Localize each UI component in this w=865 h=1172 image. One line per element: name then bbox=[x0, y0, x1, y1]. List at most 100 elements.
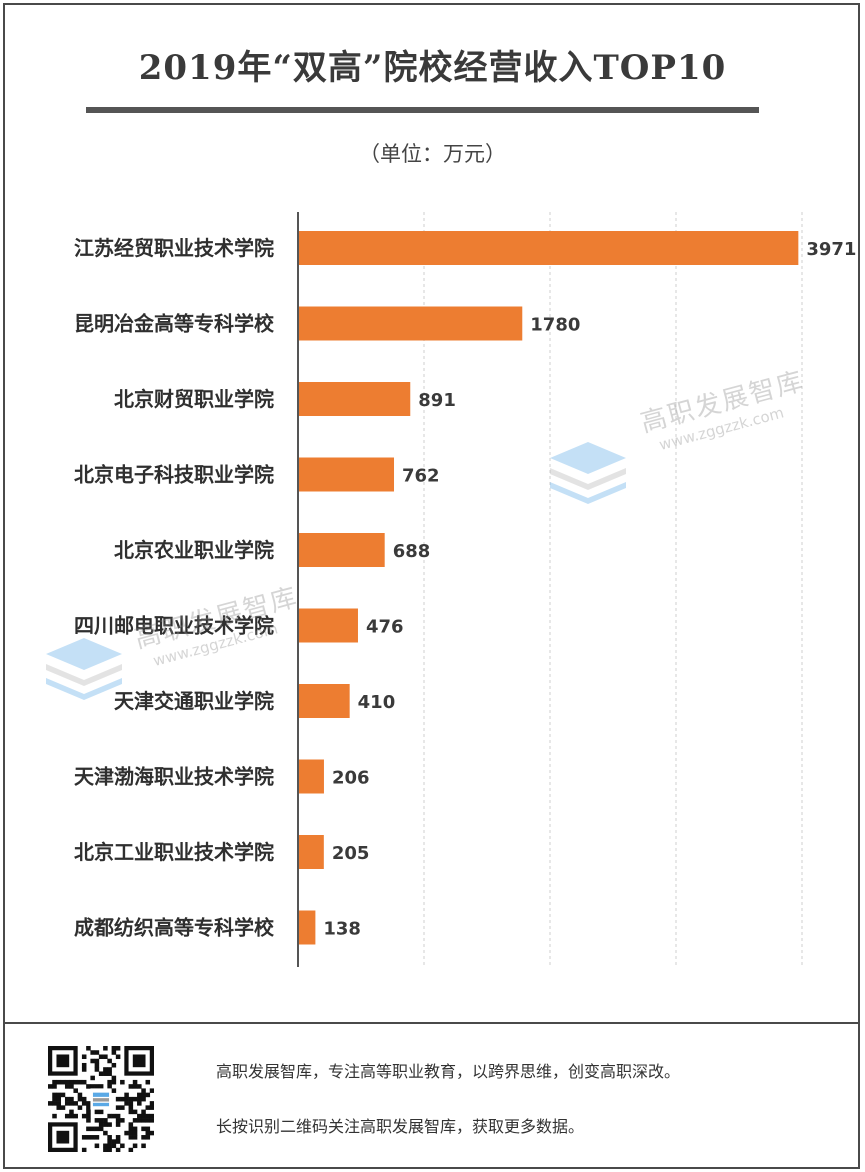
qr-module bbox=[141, 1088, 146, 1093]
qr-module bbox=[52, 1079, 57, 1085]
bar bbox=[298, 457, 395, 492]
qr-module bbox=[103, 1046, 108, 1051]
qr-module bbox=[94, 1118, 100, 1123]
footer-qr-hint: 长按识别二维码关注高职发展智库，获取更多数据。 bbox=[216, 1117, 585, 1136]
qr-module bbox=[56, 1096, 62, 1102]
qr-module bbox=[90, 1135, 95, 1140]
qr-module bbox=[98, 1071, 104, 1076]
qr-module bbox=[103, 1147, 108, 1153]
qr-module bbox=[77, 1096, 83, 1102]
qr-module bbox=[98, 1126, 104, 1132]
footer-slogan: 高职发展智库，专注高等职业教育，以跨界思维，创变高职深改。 bbox=[216, 1062, 681, 1081]
qr-module bbox=[115, 1113, 121, 1119]
qr-module bbox=[128, 1084, 134, 1089]
qr-module bbox=[128, 1109, 134, 1115]
unit-label: （单位：万元） bbox=[359, 142, 506, 166]
qr-module bbox=[107, 1113, 112, 1119]
qr-module bbox=[120, 1096, 125, 1102]
qr-module bbox=[94, 1143, 100, 1149]
qr-module bbox=[94, 1084, 100, 1089]
qr-module bbox=[52, 1092, 57, 1098]
qr-code-icon bbox=[48, 1046, 155, 1153]
qr-module bbox=[145, 1092, 151, 1098]
qr-module bbox=[94, 1062, 100, 1068]
qr-module bbox=[124, 1092, 129, 1098]
qr-module bbox=[60, 1105, 66, 1110]
qr-module bbox=[94, 1135, 100, 1140]
qr-module bbox=[56, 1105, 62, 1110]
title-underline bbox=[86, 107, 759, 113]
qr-module bbox=[86, 1126, 91, 1132]
qr-module bbox=[81, 1135, 87, 1140]
qr-module bbox=[81, 1113, 87, 1119]
qr-module bbox=[115, 1096, 121, 1102]
qr-module bbox=[94, 1067, 100, 1072]
qr-module bbox=[120, 1079, 125, 1085]
qr-module bbox=[69, 1101, 74, 1106]
qr-module bbox=[149, 1088, 155, 1093]
bar bbox=[298, 231, 799, 265]
qr-module bbox=[73, 1101, 78, 1106]
qr-module bbox=[103, 1067, 108, 1072]
qr-module bbox=[86, 1084, 91, 1089]
bar-chart: 江苏经贸职业技术学院 3971 昆明冶金高等专科学校 1780 北京财贸职业学院 891 北… bbox=[74, 212, 856, 967]
data-label: 762 bbox=[402, 466, 440, 487]
category-label: 北京工业职业技术学院 bbox=[74, 840, 274, 864]
qr-module bbox=[132, 1126, 138, 1132]
qr-module bbox=[111, 1139, 117, 1144]
qr-module bbox=[69, 1096, 74, 1102]
qr-module bbox=[128, 1096, 134, 1102]
qr-module bbox=[132, 1130, 138, 1136]
qr-module bbox=[94, 1058, 100, 1064]
data-label: 205 bbox=[332, 843, 370, 864]
footer-divider bbox=[3, 1022, 860, 1024]
qr-code[interactable] bbox=[48, 1046, 155, 1153]
category-label: 江苏经贸职业技术学院 bbox=[74, 236, 274, 260]
qr-module bbox=[137, 1113, 142, 1119]
qr-module bbox=[145, 1135, 151, 1140]
qr-module bbox=[103, 1118, 108, 1123]
data-label: 3971 bbox=[806, 239, 856, 260]
qr-module bbox=[149, 1130, 155, 1136]
page-frame bbox=[3, 3, 860, 1169]
qr-finder bbox=[56, 1054, 70, 1068]
qr-module bbox=[64, 1113, 70, 1119]
data-label: 410 bbox=[358, 692, 396, 713]
qr-module bbox=[107, 1058, 112, 1064]
qr-module bbox=[81, 1101, 87, 1106]
chart-title: 2019年“双高”院校经营收入TOP10 bbox=[138, 48, 727, 88]
qr-module bbox=[145, 1105, 151, 1110]
qr-module bbox=[120, 1105, 125, 1110]
bar bbox=[298, 533, 385, 567]
qr-module bbox=[111, 1046, 117, 1051]
qr-module bbox=[111, 1075, 117, 1081]
qr-module bbox=[107, 1147, 112, 1153]
stack-logo-icon bbox=[46, 638, 122, 700]
qr-module bbox=[90, 1058, 95, 1064]
qr-module bbox=[115, 1054, 121, 1060]
qr-module bbox=[124, 1130, 129, 1136]
qr-module bbox=[81, 1054, 87, 1060]
qr-module bbox=[98, 1109, 104, 1115]
qr-module bbox=[128, 1135, 134, 1140]
data-label: 476 bbox=[366, 617, 404, 638]
category-label: 北京农业职业学院 bbox=[114, 538, 274, 562]
qr-module bbox=[137, 1096, 142, 1102]
qr-module bbox=[56, 1079, 62, 1085]
qr-module bbox=[98, 1054, 104, 1060]
qr-module bbox=[111, 1143, 117, 1149]
data-label: 1780 bbox=[530, 315, 580, 336]
qr-module bbox=[115, 1118, 121, 1123]
qr-module bbox=[120, 1143, 125, 1149]
qr-module bbox=[52, 1113, 57, 1119]
qr-module bbox=[132, 1135, 138, 1140]
qr-logo bbox=[92, 1102, 110, 1107]
qr-module bbox=[128, 1105, 134, 1110]
bar bbox=[298, 910, 316, 945]
qr-module bbox=[52, 1084, 57, 1089]
category-label: 天津渤海职业技术学院 bbox=[74, 765, 274, 789]
qr-module bbox=[86, 1046, 91, 1051]
qr-module bbox=[69, 1079, 74, 1085]
bar bbox=[298, 759, 324, 794]
qr-module bbox=[141, 1126, 146, 1132]
